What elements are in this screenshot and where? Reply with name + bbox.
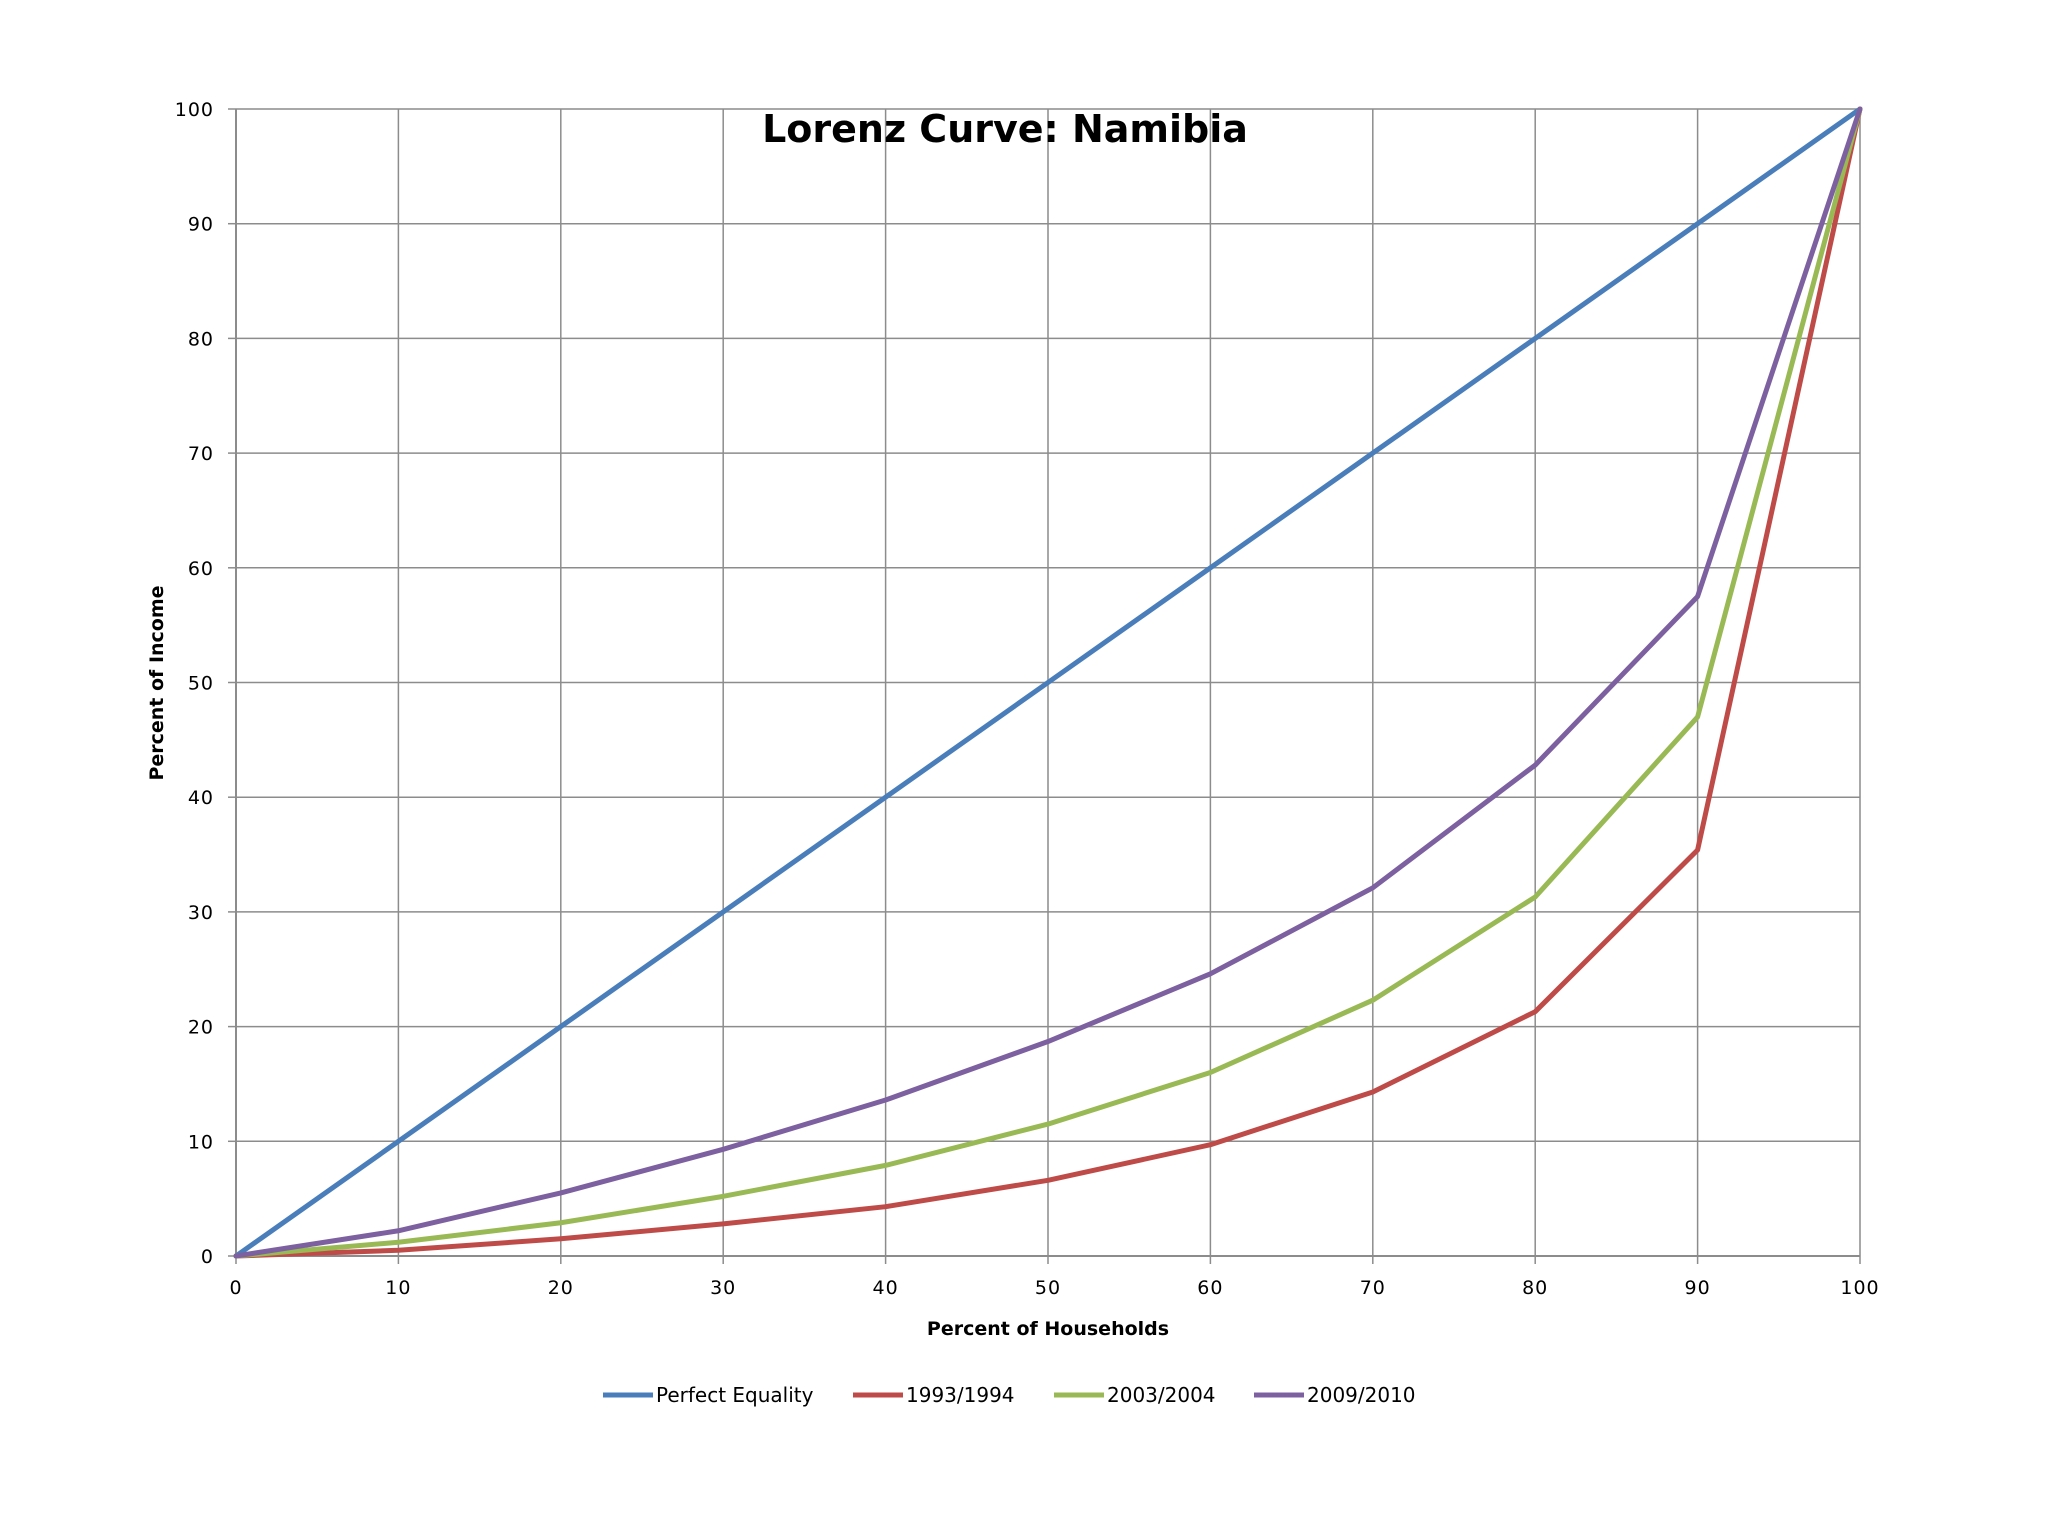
y-tick-label: 0 [201,1246,214,1268]
series-line-2 [233,106,1863,1259]
x-tick-label: 80 [1522,1277,1548,1299]
y-tick-label: 20 [188,1017,214,1039]
tick-labels: 0 10 20 30 40 50 60 70 80 90 100 0 10 20 30 40 50 60 70 80 9… [175,99,1879,1299]
series-line-1 [233,106,1863,1259]
x-axis-title: Percent of Households [927,1318,1169,1340]
legend-label-1: 1993/1994 [906,1383,1015,1407]
y-tick-label: 30 [188,902,214,924]
y-axis-title: Percent of Income [146,585,168,780]
legend-label-2: 2003/2004 [1107,1383,1216,1407]
x-tick-label: 40 [873,1277,899,1299]
chart-title: Lorenz Curve: Namibia [762,107,1248,151]
x-tick-label: 60 [1197,1277,1223,1299]
legend-label-0: Perfect Equality [656,1383,814,1407]
series-lines [233,106,1863,1259]
series-line-3 [233,106,1863,1259]
y-tick-label: 60 [188,558,214,580]
axes [228,108,1861,1264]
x-tick-label: 50 [1035,1277,1061,1299]
x-tick-label: 90 [1685,1277,1711,1299]
y-tick-label: 70 [188,443,214,465]
x-tick-label: 20 [548,1277,574,1299]
y-tick-label: 40 [188,787,214,809]
y-tick-label: 80 [188,328,214,350]
y-tick-label: 90 [188,214,214,236]
y-tick-label: 100 [175,99,214,121]
series-line-0 [233,106,1863,1259]
x-tick-label: 70 [1360,1277,1386,1299]
gridlines [236,108,1861,1256]
y-tick-label: 10 [188,1131,214,1153]
legend-label-3: 2009/2010 [1307,1383,1416,1407]
y-tick-label: 50 [188,673,214,695]
x-tick-label: 30 [710,1277,736,1299]
legend: Perfect Equality 1993/1994 2003/2004 2009/2… [603,1383,1416,1407]
x-tick-label: 100 [1840,1277,1879,1299]
x-tick-label: 0 [229,1277,242,1299]
x-tick-label: 10 [385,1277,411,1299]
